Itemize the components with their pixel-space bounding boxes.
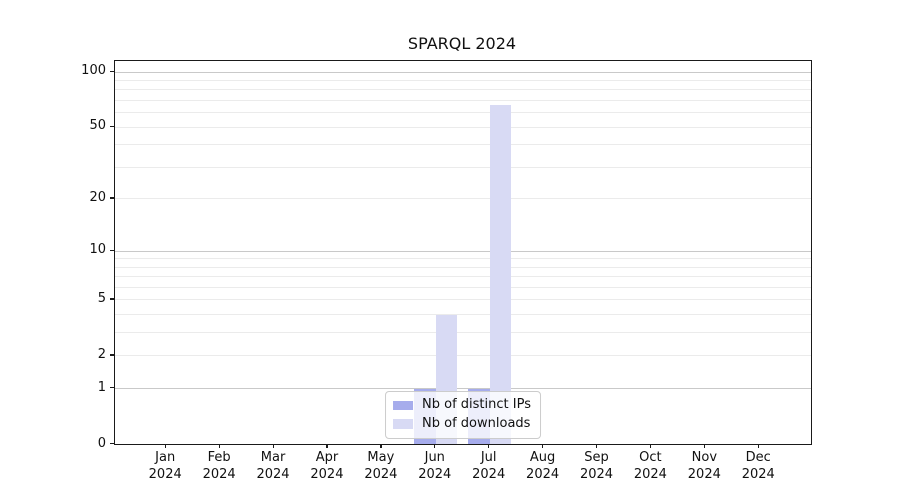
y-tick-label: 10 <box>89 242 106 258</box>
gridline <box>115 112 811 114</box>
x-tick-label: Sep 2024 <box>579 450 614 482</box>
y-tick-label: 1 <box>97 379 106 395</box>
x-tick-mark <box>272 444 274 448</box>
legend: Nb of distinct IPs Nb of downloads <box>385 391 541 439</box>
y-tick-label: 5 <box>97 290 106 306</box>
x-tick-mark <box>164 444 166 448</box>
x-tick-mark <box>326 444 328 448</box>
y-tick-label: 50 <box>89 118 106 134</box>
y-tick-mark <box>110 197 114 199</box>
x-tick-mark <box>596 444 598 448</box>
gridline <box>115 266 811 268</box>
y-tick-mark <box>110 125 114 127</box>
x-tick-label: Feb 2024 <box>202 450 236 482</box>
legend-label-distinct-ips: Nb of distinct IPs <box>422 397 531 412</box>
x-tick-mark <box>488 444 490 448</box>
y-tick-mark <box>110 354 114 356</box>
gridline <box>115 355 811 357</box>
x-tick-label: Mar 2024 <box>256 450 290 482</box>
bar-downloads-jul <box>489 105 512 445</box>
gridline <box>115 126 811 128</box>
x-tick-label: Jul 2024 <box>472 450 506 482</box>
x-tick-label: Nov 2024 <box>687 450 721 482</box>
legend-swatch-distinct-ips-icon <box>393 400 414 410</box>
y-tick-mark <box>110 387 114 389</box>
x-tick-label: Dec 2024 <box>741 450 775 482</box>
legend-item-downloads: Nb of downloads <box>393 416 531 433</box>
y-tick-label: 0 <box>97 435 106 451</box>
y-tick-label: 100 <box>81 63 106 79</box>
gridline <box>115 198 811 200</box>
x-tick-label: Aug 2024 <box>526 450 560 482</box>
legend-item-distinct-ips: Nb of distinct IPs <box>393 397 531 414</box>
x-tick-mark <box>218 444 220 448</box>
x-tick-mark <box>757 444 759 448</box>
legend-label-downloads: Nb of downloads <box>422 415 531 431</box>
plot-area: Nb of distinct IPs Nb of downloads <box>114 60 812 445</box>
gridline <box>115 314 811 316</box>
y-tick-label: 20 <box>89 189 106 205</box>
gridline <box>115 287 811 288</box>
y-tick-label: 2 <box>97 346 106 362</box>
x-tick-label: Jan 2024 <box>148 450 182 482</box>
y-tick-mark <box>110 443 114 445</box>
y-tick-mark <box>110 70 114 72</box>
x-tick-label: Jun 2024 <box>418 450 452 482</box>
gridline <box>115 258 811 260</box>
y-tick-mark <box>110 298 114 300</box>
gridline <box>115 250 811 252</box>
x-tick-mark <box>703 444 706 448</box>
x-tick-label: Oct 2024 <box>633 450 667 482</box>
gridline <box>115 332 811 334</box>
gridline <box>115 71 811 73</box>
gridline <box>115 276 811 278</box>
bars-layer <box>115 61 811 445</box>
gridline <box>115 299 811 301</box>
x-tick-label: May 2024 <box>364 450 398 482</box>
x-tick-mark <box>649 444 652 448</box>
gridline <box>115 89 811 91</box>
y-tick-mark <box>110 249 114 251</box>
x-tick-mark <box>542 444 544 448</box>
chart-title: SPARQL 2024 <box>407 34 517 53</box>
gridline <box>115 166 811 168</box>
gridline <box>115 80 811 82</box>
grid-layer <box>115 61 811 444</box>
gridline <box>115 100 811 102</box>
gridline <box>115 388 811 390</box>
x-tick-mark <box>380 444 382 448</box>
gridline <box>115 144 811 146</box>
x-tick-mark <box>434 444 436 448</box>
legend-swatch-downloads-icon <box>393 419 414 429</box>
x-tick-label: Apr 2024 <box>310 450 344 482</box>
